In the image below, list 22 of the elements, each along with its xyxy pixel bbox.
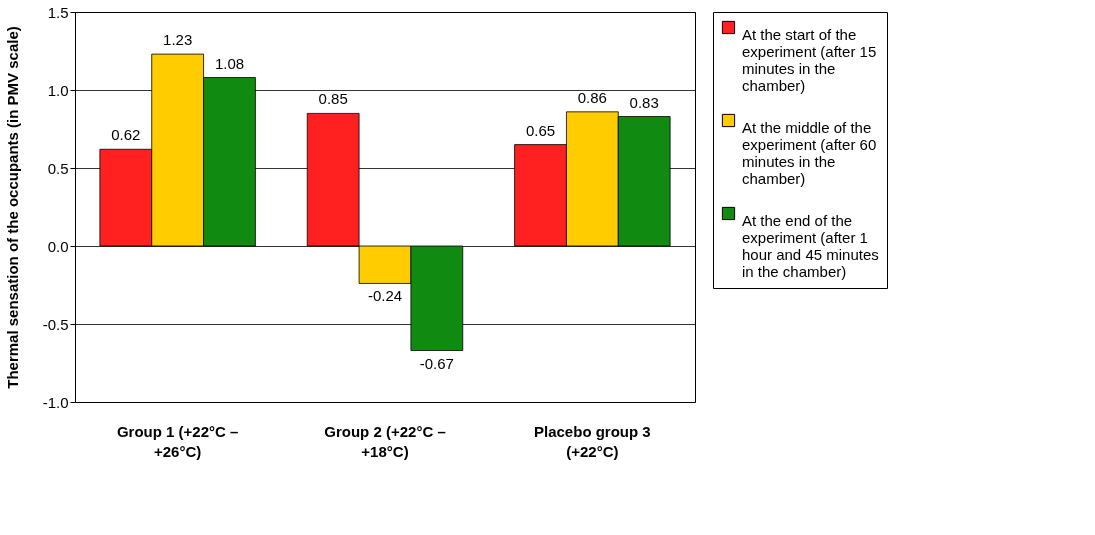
data-label: 0.85 (318, 90, 348, 108)
data-label: -0.67 (419, 354, 454, 372)
y-tick-label: 0.5 (47, 159, 69, 177)
x-tick-label: Group 2 (+22°C – +18°C) (324, 422, 446, 460)
data-label: 0.86 (577, 88, 607, 106)
data-label: 0.65 (525, 121, 556, 139)
data-label: 0.62 (111, 126, 141, 144)
y-tick-label: 1.5 (47, 3, 69, 21)
y-axis-title: Thermal sensation of the occupants (in PMV scale) (3, 26, 21, 389)
y-tick-label: -1.0 (42, 393, 69, 411)
y-tick-label: 1.0 (47, 81, 69, 99)
y-tick-label: 0.0 (47, 237, 69, 255)
data-label: -0.24 (367, 287, 403, 305)
data-label: 1.08 (214, 54, 245, 72)
data-label: 0.83 (629, 93, 659, 111)
legend-label: At the end of the experiment (after 1 hour and 45 minutes in the chamber) (742, 211, 879, 280)
x-tick-label: Group 1 (+22°C – +26°C) (116, 422, 239, 460)
data-label: 1.23 (163, 31, 193, 49)
y-tick-label: -0.5 (42, 315, 69, 333)
x-tick-label: Placebo group 3 (+22°C) (534, 422, 651, 460)
legend-label: At the middle of the experiment (after 60 minutes in the chamber) (742, 118, 877, 187)
legend-label: At the start of the experiment (after 15 minutes in the chamber) (742, 25, 877, 94)
